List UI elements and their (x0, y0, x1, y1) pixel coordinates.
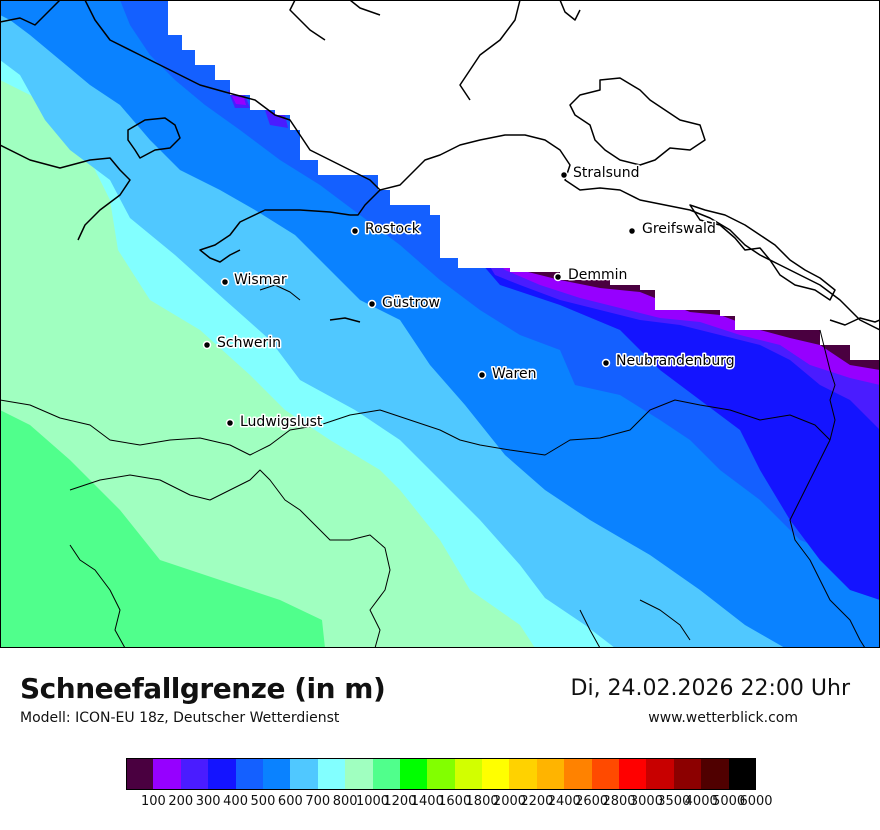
city-dot (350, 226, 360, 236)
city-schwerin: Schwerin (202, 334, 283, 353)
legend-label: 600 (277, 794, 303, 809)
city-dot (202, 340, 212, 350)
legend-label: 500 (250, 794, 276, 809)
legend-label: 1200 (383, 794, 417, 809)
legend-swatch (345, 758, 374, 790)
legend-label: 400 (223, 794, 248, 809)
city-dot (367, 299, 377, 309)
state-border (0, 284, 866, 648)
city-label: Stralsund (573, 165, 640, 181)
map-title: Schneefallgrenze (in m) (20, 672, 386, 705)
city-dot (553, 272, 563, 282)
legend-swatch (290, 758, 319, 790)
legend-swatch (262, 758, 291, 790)
city-label: Neubrandenburg (616, 353, 735, 369)
legend-label: 2800 (602, 794, 636, 809)
coastline (0, 0, 880, 331)
legend-label: 200 (168, 794, 194, 809)
legend-swatch (509, 758, 538, 790)
legend-label: 3000 (629, 794, 663, 809)
city-dot (559, 170, 569, 180)
legend-swatch (126, 758, 154, 790)
legend-swatch (317, 758, 346, 790)
legend-label: 100 (140, 794, 166, 809)
legend-swatch (591, 758, 620, 790)
legend-swatch (673, 758, 702, 790)
legend-label: 2200 (520, 794, 554, 809)
city-dot (477, 370, 487, 380)
legend-swatch (564, 758, 593, 790)
model-info: Modell: ICON-EU 18z, Deutscher Wetterdie… (20, 710, 340, 726)
city-markers: Stralsund Rostock Greifswald Demmin Wism… (202, 164, 736, 432)
legend-label: 3500 (657, 794, 691, 809)
legend-swatch (454, 758, 483, 790)
city-stralsund: Stralsund (559, 164, 641, 183)
legend-label: 800 (332, 794, 358, 809)
legend-label: 2600 (575, 794, 609, 809)
city-dot (601, 358, 611, 368)
legend-swatch (701, 758, 730, 790)
website-link[interactable]: www.wetterblick.com (648, 710, 798, 726)
legend-swatch (208, 758, 237, 790)
legend-label: 1600 (438, 794, 472, 809)
city-neubrandenburg: Neubrandenburg (601, 352, 736, 371)
legend-label: 1800 (465, 794, 499, 809)
city-dot (627, 226, 637, 236)
legend-label: 1000 (355, 794, 390, 809)
legend-swatch (153, 758, 182, 790)
legend-swatch (427, 758, 456, 790)
legend-swatch (482, 758, 510, 790)
city-label: Greifswald (642, 221, 716, 237)
legend-label: 4000 (684, 794, 718, 809)
forecast-datetime: Di, 24.02.2026 22:00 Uhr (570, 676, 850, 701)
legend-swatch (536, 758, 565, 790)
legend-swatch (728, 758, 757, 790)
legend-swatch (180, 758, 209, 790)
legend-swatch (372, 758, 401, 790)
legend-swatch (646, 758, 675, 790)
city-waren: Waren (477, 365, 538, 384)
legend-label: 300 (195, 794, 221, 809)
no-data-area (168, 0, 880, 360)
city-label: Ludwigslust (240, 414, 323, 430)
legend-label: 2000 (492, 794, 527, 809)
city-dot (225, 418, 235, 428)
legend-swatch (235, 758, 264, 790)
city-guestrow: Güstrow (367, 294, 441, 313)
city-rostock: Rostock (350, 220, 422, 239)
legend-swatch (399, 758, 428, 790)
city-label: Waren (492, 366, 536, 382)
city-label: Demmin (568, 267, 627, 283)
city-label: Wismar (234, 272, 287, 288)
city-label: Güstrow (382, 295, 440, 311)
legend-label: 2400 (547, 794, 581, 809)
legend-label: 1400 (410, 794, 444, 809)
legend-swatch (619, 758, 647, 790)
city-greifswald: Greifswald (627, 220, 717, 239)
city-dot (220, 277, 230, 287)
city-demmin: Demmin (553, 266, 629, 285)
footer: Schneefallgrenze (in m) Modell: ICON-EU … (0, 648, 880, 830)
legend-label: 6000 (739, 794, 773, 809)
city-label: Rostock (365, 221, 421, 237)
city-label: Schwerin (217, 335, 281, 351)
color-legend: 100 200 300 400 500 600 700 800 1000 1200 1400 1600… (126, 758, 773, 809)
city-wismar: Wismar (220, 271, 288, 290)
city-ludwigslust: Ludwigslust (225, 413, 324, 432)
legend-label: 700 (305, 794, 331, 809)
snowfall-limit-map: Stralsund Rostock Greifswald Demmin Wism… (0, 0, 880, 648)
legend-label: 5000 (712, 794, 746, 809)
